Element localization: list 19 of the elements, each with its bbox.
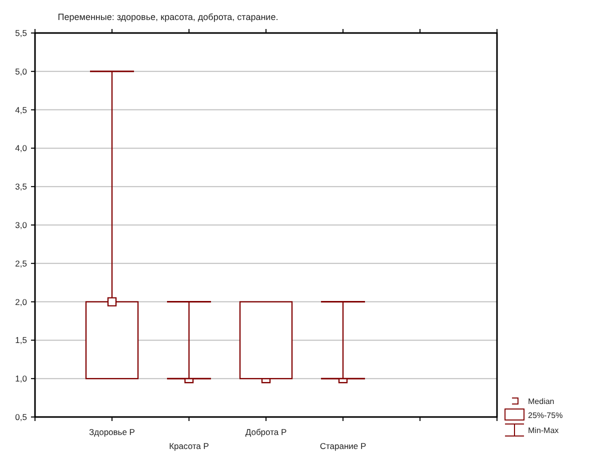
y-tick-label: 0,5 (15, 412, 28, 422)
y-tick-label: 5,5 (15, 28, 28, 38)
y-tick-label: 1,5 (15, 335, 28, 346)
x-tick-label: Старание Р (320, 441, 366, 451)
y-tick-label: 3,0 (15, 220, 28, 230)
x-tick-label: Здоровье Р (89, 427, 136, 437)
y-tick-label: 1,0 (15, 374, 28, 384)
x-tick-label: Доброта Р (245, 427, 287, 437)
y-tick-label: 2,0 (15, 296, 28, 307)
text: 25%-75% (528, 411, 563, 420)
y-tick-label: 3,5 (15, 182, 28, 192)
text: Median (528, 397, 554, 406)
y-tick-label: 4,5 (15, 104, 28, 115)
x-tick-label: Красота Р (169, 441, 210, 451)
y-tick-label: 2,5 (15, 258, 28, 268)
text: Min-Max (528, 426, 559, 435)
chart-title: Переменные: здоровье, красота, доброта, старание. (58, 12, 278, 22)
y-tick-label: 4,0 (15, 143, 28, 154)
y-tick-label: 5,0 (15, 66, 28, 76)
